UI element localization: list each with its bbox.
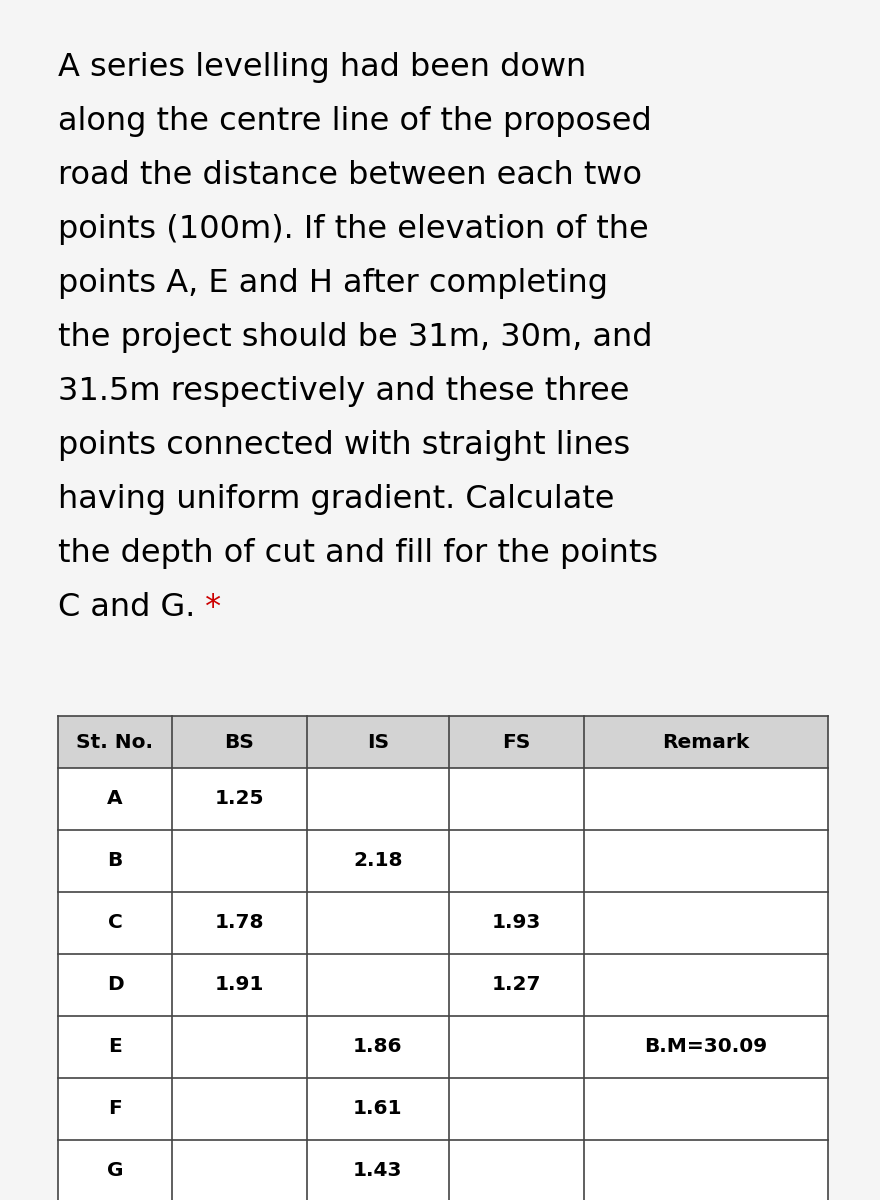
Text: 2.18: 2.18 [353, 852, 403, 870]
Text: the project should be 31m, 30m, and: the project should be 31m, 30m, and [58, 322, 652, 353]
Bar [58, 768, 828, 830]
Text: B.M=30.09: B.M=30.09 [644, 1038, 767, 1056]
Bar [58, 1140, 828, 1200]
Text: A series levelling had been down: A series levelling had been down [58, 52, 586, 83]
Bar [58, 1078, 828, 1140]
Text: F: F [108, 1099, 121, 1118]
Text: 1.25: 1.25 [215, 790, 264, 809]
Text: along the centre line of the proposed: along the centre line of the proposed [58, 106, 652, 137]
Text: A: A [107, 790, 123, 809]
Bar [58, 1016, 828, 1078]
Text: *: * [195, 592, 222, 623]
Text: C: C [107, 913, 122, 932]
Text: FS: FS [502, 732, 531, 751]
Text: road the distance between each two: road the distance between each two [58, 160, 642, 191]
Text: points connected with straight lines: points connected with straight lines [58, 430, 630, 461]
Text: BS: BS [224, 732, 254, 751]
Bar [58, 892, 828, 954]
Text: 1.43: 1.43 [353, 1162, 403, 1181]
Text: G: G [106, 1162, 123, 1181]
Text: 1.91: 1.91 [215, 976, 264, 995]
Bar [58, 830, 828, 892]
Text: B: B [107, 852, 122, 870]
Text: 31.5m respectively and these three: 31.5m respectively and these three [58, 376, 629, 407]
Text: E: E [108, 1038, 121, 1056]
Text: the depth of cut and fill for the points: the depth of cut and fill for the points [58, 538, 658, 569]
Text: 1.86: 1.86 [353, 1038, 403, 1056]
Text: 1.61: 1.61 [353, 1099, 403, 1118]
Text: IS: IS [367, 732, 389, 751]
Text: C and G.: C and G. [58, 592, 195, 623]
Text: Remark: Remark [663, 732, 750, 751]
Text: points (100m). If the elevation of the: points (100m). If the elevation of the [58, 214, 649, 245]
Text: 1.27: 1.27 [492, 976, 541, 995]
Bar [58, 954, 828, 1016]
Text: 1.93: 1.93 [492, 913, 541, 932]
Text: 1.78: 1.78 [215, 913, 264, 932]
Text: points A, E and H after completing: points A, E and H after completing [58, 268, 608, 299]
Bar [58, 716, 828, 768]
Text: having uniform gradient. Calculate: having uniform gradient. Calculate [58, 484, 614, 515]
Text: St. No.: St. No. [77, 732, 153, 751]
Text: D: D [106, 976, 123, 995]
